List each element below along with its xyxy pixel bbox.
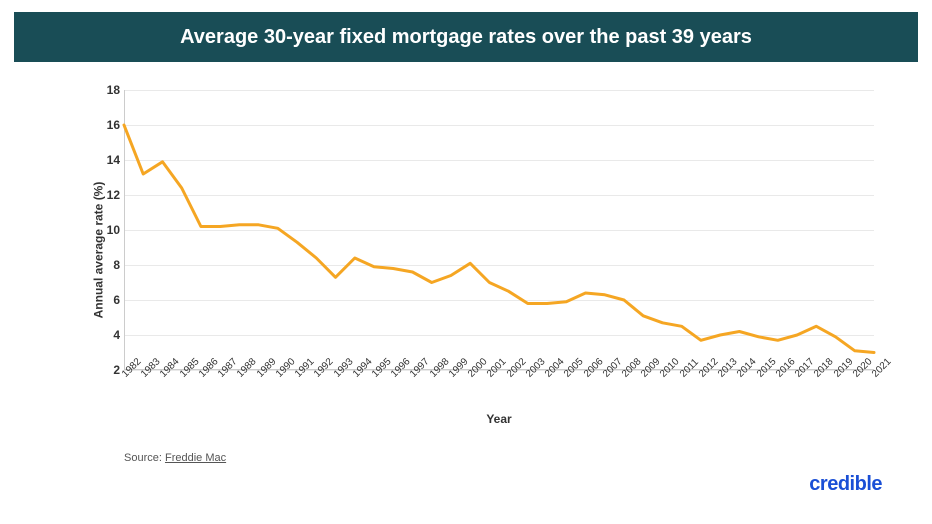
y-tick-label: 12 [107,188,120,202]
y-tick-label: 2 [113,363,120,377]
y-tick-label: 14 [107,153,120,167]
y-tick-label: 16 [107,118,120,132]
y-tick-label: 10 [107,223,120,237]
chart-title-bar: Average 30-year fixed mortgage rates ove… [14,12,918,62]
line-series [124,90,874,370]
plot-region: 24681012141618 1982198319841985198619871… [124,90,874,370]
chart-area: Annual average rate (%) 24681012141618 1… [74,80,894,420]
y-tick-label: 18 [107,83,120,97]
y-tick-label: 6 [113,293,120,307]
y-tick-label: 8 [113,258,120,272]
y-axis-title: Annual average rate (%) [91,182,105,319]
brand-logo: credible [809,473,882,496]
source-attribution: Source: Freddie Mac [124,452,226,464]
source-link[interactable]: Freddie Mac [165,452,226,464]
x-axis-title: Year [486,412,511,426]
source-prefix: Source: [124,452,165,464]
y-tick-label: 4 [113,328,120,342]
chart-title: Average 30-year fixed mortgage rates ove… [180,26,752,49]
chart-card: Average 30-year fixed mortgage rates ove… [14,0,918,510]
